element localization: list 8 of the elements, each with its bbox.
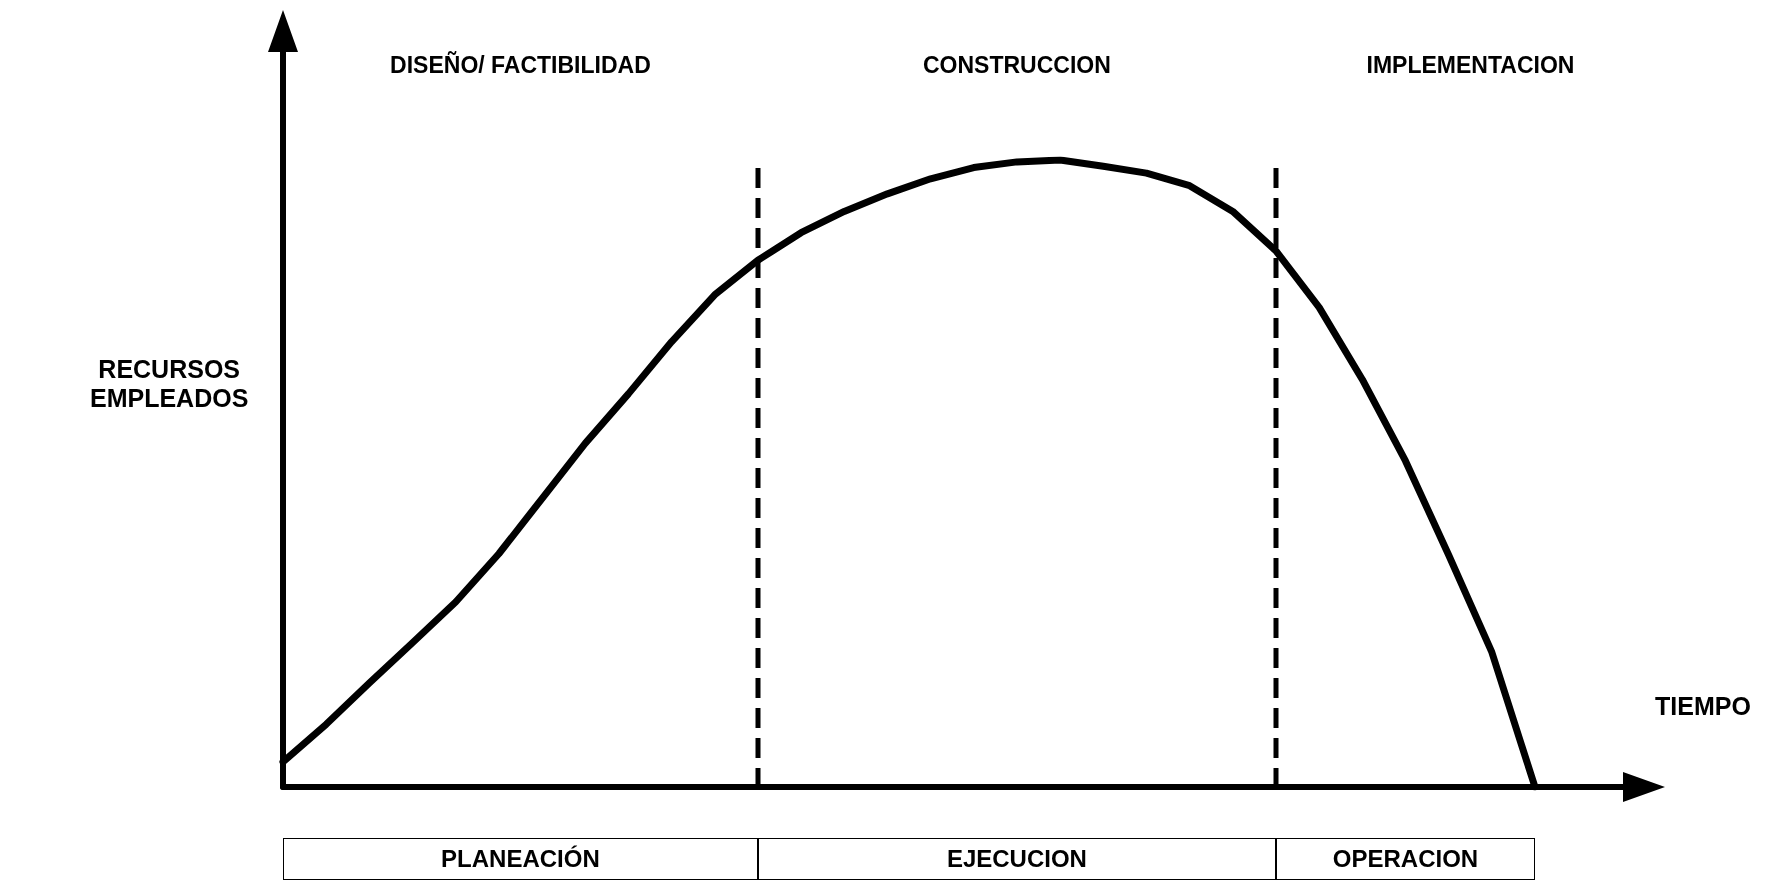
y-axis-title: RECURSOS EMPLEADOS <box>90 355 249 413</box>
text: OPERACION <box>1275 838 1535 880</box>
x-axis-title: TIEMPO <box>1655 692 1751 721</box>
text: IMPLEMENTACION <box>1366 52 1575 79</box>
text: EJECUCION <box>757 838 1276 880</box>
text: PLANEACIÓN <box>283 838 758 880</box>
text: DISEÑO/ FACTIBILIDAD <box>390 52 651 79</box>
text: CONSTRUCCION <box>923 52 1111 79</box>
